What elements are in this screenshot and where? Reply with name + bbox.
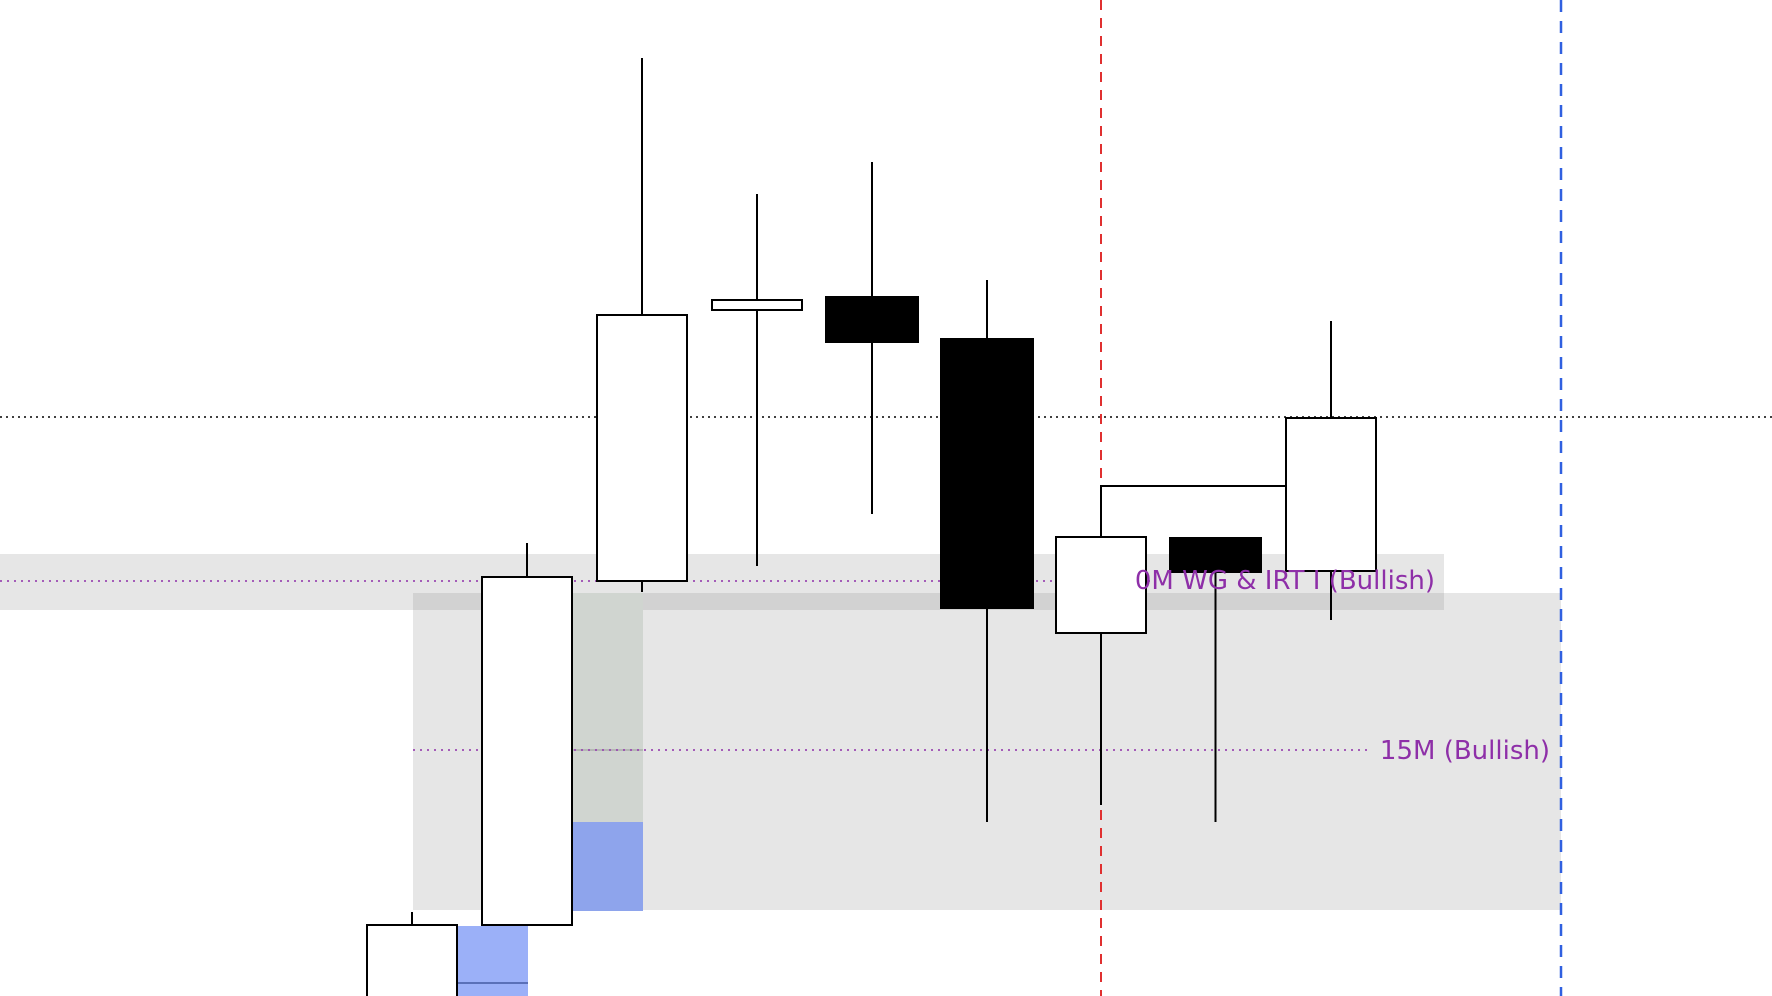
candle-body-7 bbox=[1055, 536, 1147, 634]
fvg-blue-box-light bbox=[457, 926, 528, 996]
zone-label-upper: 0M WG & IRT I (Bullish) bbox=[1134, 566, 1435, 596]
zone-label-lower: 15M (Bullish) bbox=[1379, 736, 1550, 766]
candle-body-1 bbox=[366, 924, 458, 996]
candle-body-3 bbox=[596, 314, 688, 582]
candle-body-8 bbox=[1169, 537, 1262, 573]
candle-body-2 bbox=[481, 576, 573, 926]
candle-body-6 bbox=[940, 338, 1034, 609]
candle-body-4 bbox=[711, 299, 803, 311]
zone-overlap bbox=[413, 593, 1444, 610]
candle-body-9 bbox=[1285, 417, 1377, 572]
range-bracket bbox=[1100, 485, 1286, 537]
fvg-gray-box bbox=[572, 593, 643, 822]
candle-body-5 bbox=[825, 296, 919, 343]
fvg-blue-box bbox=[572, 822, 643, 911]
